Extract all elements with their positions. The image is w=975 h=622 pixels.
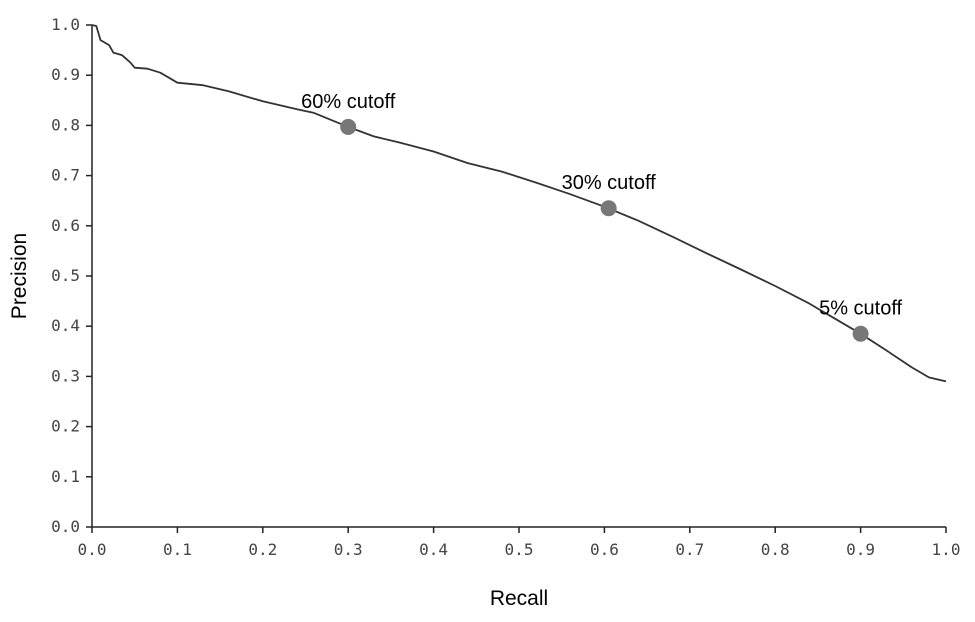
y-tick-label: 0.2 (51, 417, 80, 436)
x-tick-label: 0.5 (505, 540, 534, 559)
x-tick-label: 0.2 (248, 540, 277, 559)
x-tick-label: 0.7 (675, 540, 704, 559)
y-tick-label: 0.7 (51, 166, 80, 185)
x-tick-label: 1.0 (932, 540, 961, 559)
y-tick-label: 0.3 (51, 366, 80, 385)
x-ticks: 0.0 0.1 0.2 0.3 0.4 0.5 0.6 0.7 0.8 0.9 1.0 (78, 527, 961, 559)
cutoff-marker (852, 325, 869, 342)
y-ticks: 0.0 0.1 0.2 0.3 0.4 0.5 0.6 0.7 0.8 0.9 1.0 (51, 15, 92, 536)
annotation-layer: 60% cutoff 30% cutoff 5% cutoff (301, 91, 903, 342)
y-tick-label: 0.5 (51, 266, 80, 285)
y-tick-label: 1.0 (51, 15, 80, 34)
x-tick-label: 0.4 (419, 540, 448, 559)
x-axis-title: Recall (490, 587, 548, 610)
cutoff-marker (340, 118, 357, 135)
x-tick-label: 0.9 (846, 540, 875, 559)
y-tick-label: 0.1 (51, 467, 80, 486)
y-axis-title: Precision (8, 233, 31, 319)
y-tick-label: 0.6 (51, 216, 80, 235)
y-tick-label: 0.4 (51, 316, 80, 335)
cutoff-label: 30% cutoff (562, 172, 657, 194)
x-tick-label: 0.3 (334, 540, 363, 559)
y-tick-label: 0.0 (51, 517, 80, 536)
y-tick-label: 0.9 (51, 65, 80, 84)
cutoff-label: 5% cutoff (819, 298, 902, 320)
x-tick-label: 0.8 (761, 540, 790, 559)
cutoff-marker (600, 200, 617, 217)
y-tick-label: 0.8 (51, 115, 80, 134)
series-layer (91, 24, 947, 383)
axes (91, 25, 946, 528)
series-line (91, 24, 947, 383)
x-tick-label: 0.1 (163, 540, 192, 559)
x-tick-label: 0.0 (78, 540, 107, 559)
x-tick-label: 0.6 (590, 540, 619, 559)
cutoff-label: 60% cutoff (301, 91, 396, 113)
